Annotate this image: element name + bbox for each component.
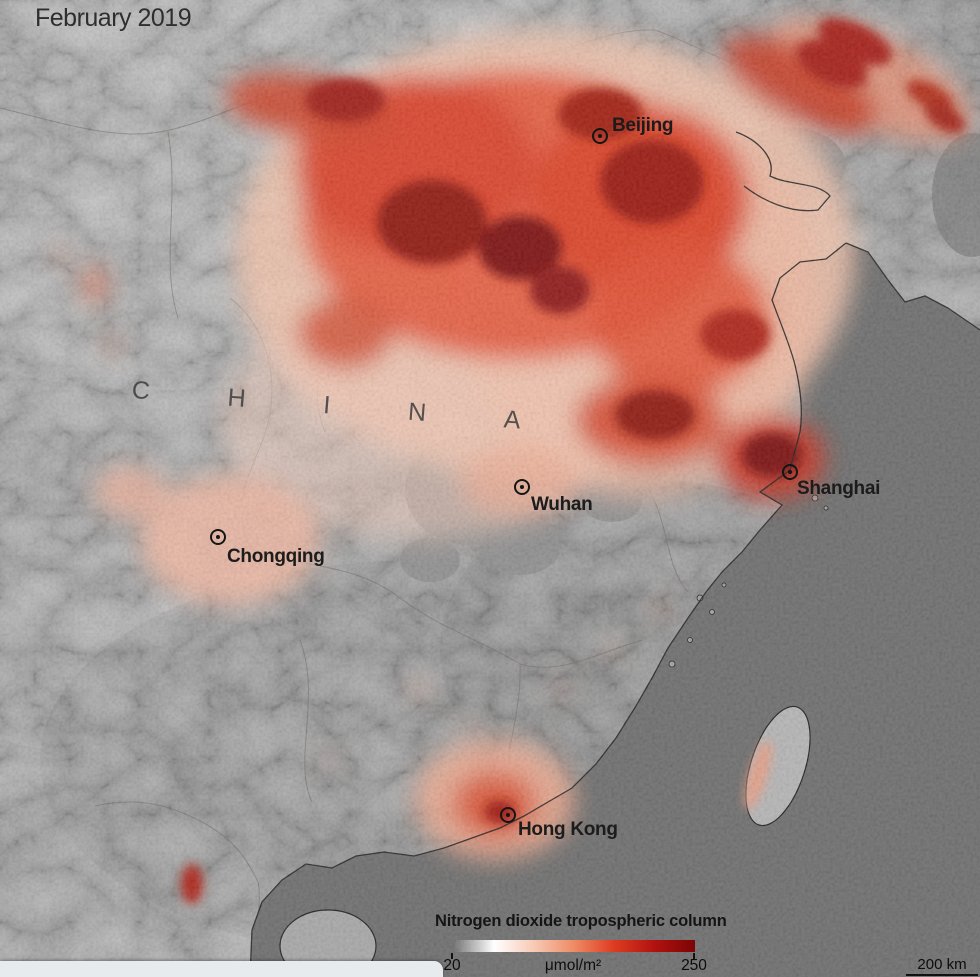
city-marker-dot (506, 813, 510, 817)
city-marker-icon (782, 464, 798, 480)
city-marker-icon (210, 529, 226, 545)
city-label: Hong Kong (518, 819, 618, 840)
legend-tick-min (451, 953, 453, 959)
city-marker-icon (500, 807, 516, 823)
city-marker-dot (216, 535, 220, 539)
frame-date-label: February 2019 (35, 4, 192, 32)
legend-max-value: 250 (681, 957, 707, 974)
player-progress-bar[interactable] (0, 961, 443, 977)
city-label: Shanghai (797, 478, 881, 499)
legend-tick-max (693, 953, 695, 959)
legend-gradient-bar (454, 940, 695, 952)
city-label: Wuhan (531, 494, 593, 515)
city-marker-dot (598, 134, 602, 138)
city-marker-dot (788, 470, 792, 474)
city-marker-icon (592, 128, 608, 144)
legend-min-value: 20 (443, 957, 461, 974)
city-marker-dot (520, 485, 524, 489)
map-scalebar: 200 km (906, 956, 978, 976)
scalebar-label: 200 km (917, 956, 967, 973)
city-label: Beijing (612, 115, 674, 136)
city-marker-icon (514, 479, 530, 495)
legend-title: Nitrogen dioxide tropospheric column (435, 912, 727, 930)
legend-units: μmol/m² (544, 957, 602, 974)
no2-legend: Nitrogen dioxide tropospheric column 20 … (435, 912, 727, 974)
city-label: Chongqing (227, 546, 325, 567)
scalebar-line (906, 974, 978, 976)
